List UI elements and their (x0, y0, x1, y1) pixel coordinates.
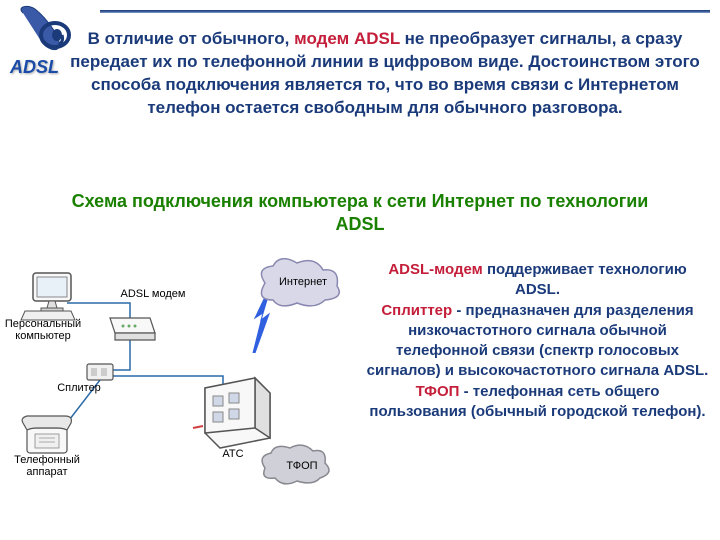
intro-part1: В отличие от обычного, (88, 29, 294, 48)
def-adsl-desc: поддерживает технологию ADSL. (483, 261, 687, 298)
ats-icon (205, 378, 270, 448)
def-adsl-term: ADSL-модем (388, 261, 482, 278)
pc-icon (21, 273, 75, 320)
schema-title: Схема подключения компьютера к сети Инте… (50, 190, 670, 237)
label-pc: Персональныйкомпьютер (3, 318, 83, 342)
telephone-icon (22, 416, 71, 453)
intro-paragraph: В отличие от обычного, модем ADSL не пре… (60, 28, 710, 120)
label-internet: Интернет (273, 276, 333, 288)
label-tfop: ТФОП (277, 460, 327, 472)
label-ats: АТС (213, 448, 253, 460)
header-divider (100, 10, 710, 13)
splitter-icon (87, 364, 113, 380)
label-splitter: Сплитер (49, 382, 109, 394)
def-tfop-term: ТФОП (416, 383, 460, 400)
logo-text: ADSL (10, 57, 59, 78)
label-phone: Телефонныйаппарат (7, 454, 87, 478)
adsl-modem-icon (110, 318, 155, 340)
def-splitter-term: Сплиттер (381, 302, 452, 319)
adsl-diagram: Персональныйкомпьютер ADSL модем Сплитер… (5, 258, 355, 488)
intro-red: модем ADSL (294, 29, 400, 48)
definitions-block: ADSL-модем поддерживает технологию ADSL.… (365, 260, 710, 422)
label-adsl-modem: ADSL модем (113, 288, 193, 300)
